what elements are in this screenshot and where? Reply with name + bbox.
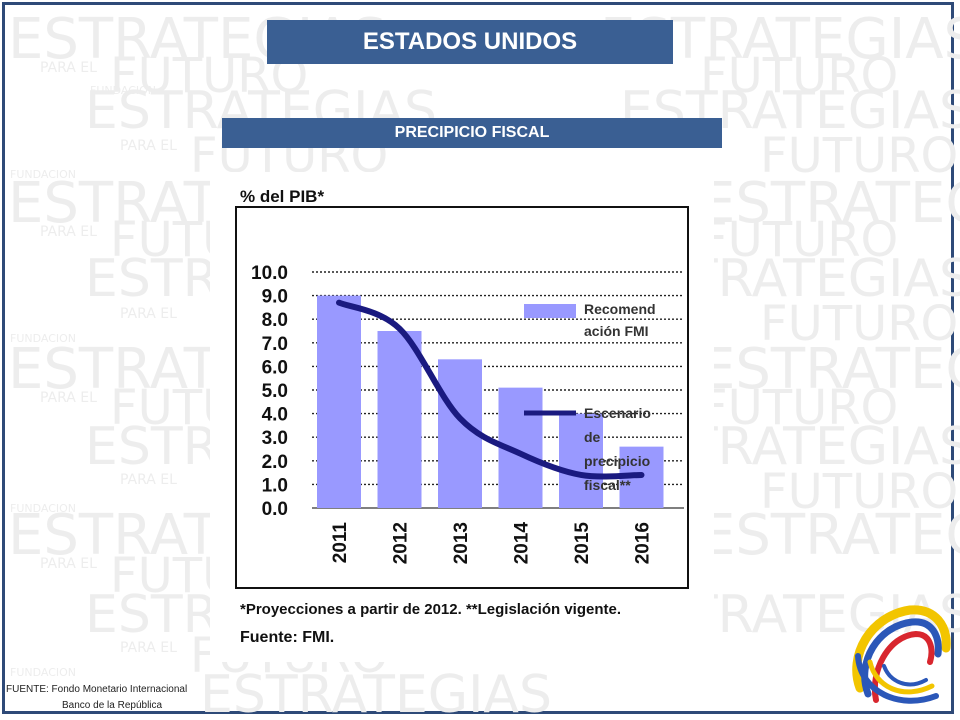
x-axis-ticks: 2011 2012 2013 2014 2015 2016 — [330, 522, 654, 565]
y-tick-label: 8.0 — [262, 310, 288, 331]
svg-text:FUTURO: FUTURO — [760, 464, 958, 520]
y-tick-label: 1.0 — [262, 475, 288, 496]
legend-line-label-line3: precipicio — [584, 453, 650, 469]
svg-text:FUTURO: FUTURO — [700, 212, 898, 268]
legend-bar-label-line2: ación FMI — [584, 323, 649, 339]
svg-text:ESTRATEGIAS: ESTRATEGIAS — [700, 171, 960, 236]
legend-line-label-line4: fiscal** — [584, 477, 631, 493]
y-tick-label: 7.0 — [262, 334, 288, 355]
y-tick-label: 3.0 — [262, 428, 288, 449]
svg-text:PARA EL: PARA EL — [40, 60, 97, 76]
x-tick-label-2013: 2013 — [451, 522, 472, 564]
y-tick-label: 10.0 — [251, 263, 288, 284]
svg-text:PARA EL: PARA EL — [40, 390, 97, 406]
slide-subtitle: PRECIPICIO FISCAL — [222, 118, 722, 148]
y-tick-label: 4.0 — [262, 405, 288, 426]
foundation-logo — [852, 605, 951, 704]
y-tick-label: 5.0 — [262, 381, 288, 402]
svg-text:FUNDACION: FUNDACION — [10, 502, 76, 515]
chart-source: Fuente: FMI. — [240, 629, 334, 646]
svg-text:PARA EL: PARA EL — [120, 138, 177, 154]
line-series — [336, 299, 645, 480]
x-tick-label-2016: 2016 — [633, 522, 654, 564]
svg-text:PARA EL: PARA EL — [120, 472, 177, 488]
legend-bar-swatch — [524, 304, 576, 318]
x-tick-label-2014: 2014 — [512, 522, 533, 565]
y-tick-label: 9.0 — [262, 287, 288, 308]
legend-line-label-line2: de — [584, 429, 601, 445]
svg-text:ESTRATEGIAS: ESTRATEGIAS — [700, 337, 960, 402]
chart-title: % del PIB* — [240, 187, 324, 206]
y-tick-label: 2.0 — [262, 452, 288, 473]
svg-text:PARA EL: PARA EL — [40, 556, 97, 572]
y-tick-label: 0.0 — [262, 499, 288, 520]
x-tick-label-2011: 2011 — [330, 522, 351, 564]
svg-text:PARA EL: PARA EL — [40, 224, 97, 240]
footer-source-line2: Banco de la República — [62, 700, 163, 711]
y-tick-label: 6.0 — [262, 357, 288, 378]
legend-bar-label-line1: Recomend — [584, 301, 656, 317]
legend-line-label-line1: Escenario — [584, 405, 651, 421]
svg-text:PARA EL: PARA EL — [120, 306, 177, 322]
footer-source: FUENTE: Fondo Monetario Internacional Ba… — [6, 682, 187, 714]
y-axis-ticks: 10.0 9.08.0 7.06.0 5.0 4.03.0 2.01.0 0.0 — [251, 263, 288, 520]
chart-border — [235, 206, 689, 589]
svg-text:FUTURO: FUTURO — [700, 380, 898, 436]
bar-2011 — [317, 295, 361, 508]
x-tick-label-2012: 2012 — [391, 522, 412, 564]
svg-text:FUNDACION: FUNDACION — [90, 84, 156, 97]
svg-text:ESTRATEGIAS: ESTRATEGIAS — [700, 503, 960, 568]
svg-text:ESTRATEGIAS: ESTRATEGIAS — [200, 665, 552, 720]
bar-2012 — [377, 331, 422, 508]
svg-text:FUTURO: FUTURO — [760, 128, 958, 184]
x-tick-label-2015: 2015 — [572, 522, 593, 565]
svg-text:FUTURO: FUTURO — [760, 296, 958, 352]
svg-text:FUNDACION: FUNDACION — [10, 332, 76, 345]
legend: Recomend ación FMI Escenario de precipic… — [524, 301, 656, 493]
svg-text:PARA EL: PARA EL — [120, 640, 177, 656]
bar-2015 — [559, 413, 603, 508]
svg-text:FUNDACION: FUNDACION — [10, 666, 76, 679]
svg-text:FUNDACION: FUNDACION — [10, 168, 76, 181]
line-fiscal-cliff — [336, 299, 645, 480]
svg-text:FUTURO: FUTURO — [700, 48, 898, 104]
chart-note: *Proyecciones a partir de 2012. **Legisl… — [240, 601, 621, 618]
slide-title: ESTADOS UNIDOS — [267, 20, 673, 64]
footer-source-line1: FUENTE: Fondo Monetario Internacional — [6, 684, 188, 695]
